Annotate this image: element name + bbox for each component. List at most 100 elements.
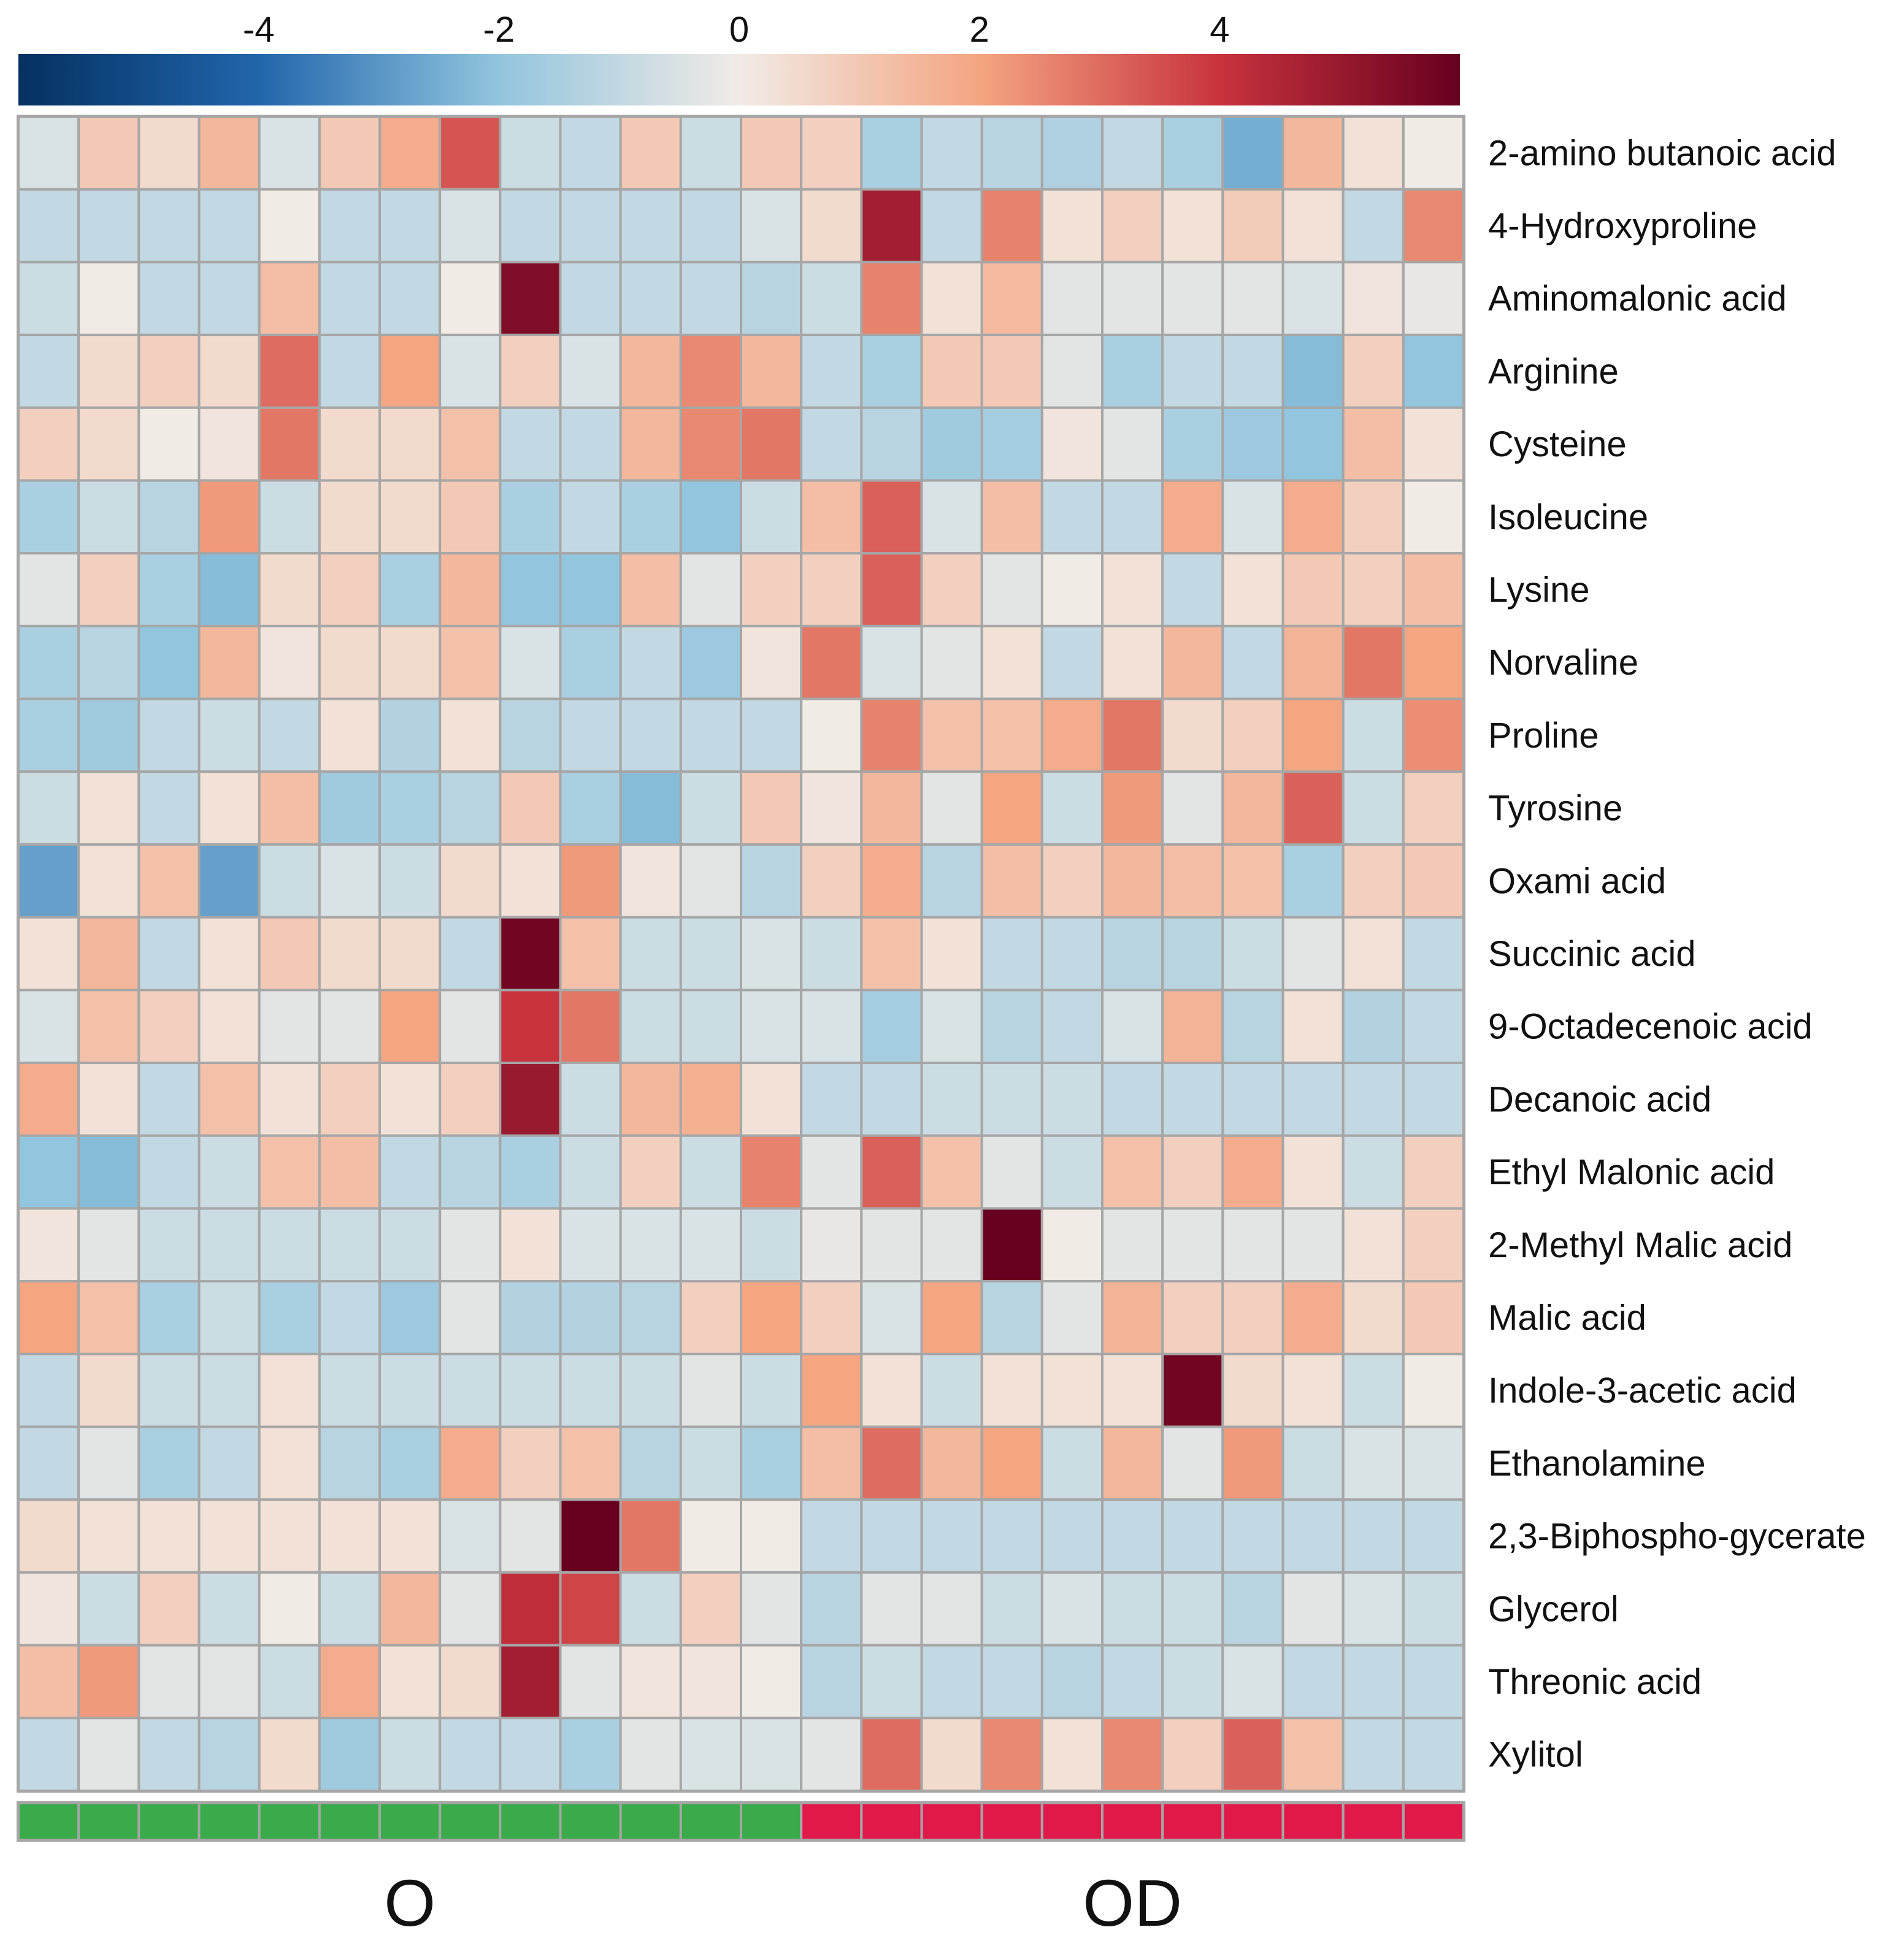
heatmap-cell bbox=[740, 1717, 803, 1793]
heatmap-cell bbox=[1402, 115, 1465, 191]
heatmap-cell bbox=[137, 1062, 201, 1137]
heatmap-cell bbox=[439, 1644, 502, 1720]
heatmap-cell bbox=[378, 1571, 442, 1647]
heatmap-cell bbox=[980, 1644, 1043, 1720]
heatmap-cell bbox=[740, 1207, 803, 1283]
group-bar-cell bbox=[1221, 1802, 1284, 1841]
heatmap-cell bbox=[860, 916, 923, 992]
heatmap-cell bbox=[1342, 188, 1405, 264]
heatmap-cell bbox=[198, 1425, 261, 1501]
row-label: Proline bbox=[1488, 716, 1599, 756]
heatmap-cell bbox=[1101, 479, 1164, 555]
heatmap-cell bbox=[1161, 1207, 1224, 1283]
heatmap-cell bbox=[77, 406, 140, 482]
heatmap-cell bbox=[1161, 770, 1224, 846]
heatmap-cell bbox=[137, 770, 201, 846]
heatmap-cell bbox=[439, 1498, 502, 1574]
heatmap-cell bbox=[1161, 1425, 1224, 1501]
heatmap-cell bbox=[920, 1062, 983, 1137]
heatmap-cell bbox=[77, 1062, 140, 1137]
heatmap-cell bbox=[1040, 1207, 1104, 1283]
heatmap-cell bbox=[1101, 1062, 1164, 1137]
heatmap-cell bbox=[198, 115, 261, 191]
heatmap-cell bbox=[1221, 1498, 1284, 1574]
heatmap-cell bbox=[318, 188, 382, 264]
heatmap-cell bbox=[559, 1062, 622, 1137]
heatmap-cell bbox=[740, 916, 803, 992]
heatmap-cell bbox=[499, 1062, 562, 1137]
heatmap-cell bbox=[559, 916, 622, 992]
heatmap-cell bbox=[1281, 115, 1345, 191]
heatmap-cell bbox=[920, 1134, 983, 1210]
heatmap-cell bbox=[198, 188, 261, 264]
heatmap-cell bbox=[1402, 1207, 1465, 1283]
heatmap-cell bbox=[980, 1498, 1043, 1574]
heatmap-cell bbox=[1342, 1134, 1405, 1210]
heatmap-cell bbox=[198, 479, 261, 555]
heatmap-cell bbox=[860, 1134, 923, 1210]
heatmap-cell bbox=[258, 261, 321, 337]
row-label: Norvaline bbox=[1488, 643, 1638, 683]
row-label: Tyrosine bbox=[1488, 789, 1622, 829]
heatmap-cell bbox=[198, 552, 261, 627]
heatmap-cell bbox=[318, 261, 382, 337]
heatmap-cell bbox=[1040, 843, 1104, 919]
heatmap-cell bbox=[1402, 1571, 1465, 1647]
heatmap-cell bbox=[920, 406, 983, 482]
heatmap-cell bbox=[1040, 1644, 1104, 1720]
heatmap-cell bbox=[318, 1717, 382, 1793]
heatmap-cell bbox=[17, 1425, 80, 1501]
row-label: Isoleucine bbox=[1488, 497, 1648, 537]
heatmap-cell bbox=[920, 770, 983, 846]
heatmap-cell bbox=[1402, 916, 1465, 992]
heatmap-cell bbox=[920, 1352, 983, 1428]
heatmap-cell bbox=[1281, 1134, 1345, 1210]
heatmap-cell bbox=[439, 1062, 502, 1137]
heatmap-cell bbox=[1221, 1280, 1284, 1355]
heatmap-cell bbox=[378, 1498, 442, 1574]
heatmap-cell bbox=[619, 1644, 682, 1720]
heatmap-cell bbox=[1281, 552, 1345, 627]
heatmap-cell bbox=[920, 697, 983, 773]
heatmap-cell bbox=[1221, 115, 1284, 191]
heatmap-cell bbox=[378, 1717, 442, 1793]
heatmap-cell bbox=[860, 552, 923, 627]
heatmap-cell bbox=[499, 1571, 562, 1647]
heatmap-cell bbox=[17, 916, 80, 992]
heatmap-cell bbox=[77, 1352, 140, 1428]
heatmap-cell bbox=[800, 188, 863, 264]
heatmap-cell bbox=[1402, 1062, 1465, 1137]
heatmap-cell bbox=[679, 989, 742, 1065]
heatmap-cells bbox=[17, 115, 1465, 1793]
heatmap-cell bbox=[1342, 1571, 1405, 1647]
heatmap-cell bbox=[1221, 1644, 1284, 1720]
heatmap-cell bbox=[198, 1352, 261, 1428]
heatmap-cell bbox=[1221, 479, 1284, 555]
heatmap-cell bbox=[77, 188, 140, 264]
group-bar-cell bbox=[800, 1802, 863, 1841]
heatmap-cell bbox=[1040, 1425, 1104, 1501]
heatmap-cell bbox=[439, 1352, 502, 1428]
heatmap-cell bbox=[198, 770, 261, 846]
heatmap-cell bbox=[439, 1207, 502, 1283]
heatmap-cell bbox=[499, 406, 562, 482]
heatmap-cell bbox=[1281, 1644, 1345, 1720]
heatmap-cell bbox=[1281, 989, 1345, 1065]
heatmap-cell bbox=[1101, 1571, 1164, 1647]
heatmap-cell bbox=[920, 1498, 983, 1574]
heatmap-cell bbox=[679, 1425, 742, 1501]
heatmap-cell bbox=[619, 334, 682, 409]
heatmap-cell bbox=[137, 916, 201, 992]
heatmap-cell bbox=[1221, 261, 1284, 337]
heatmap-cell bbox=[559, 989, 622, 1065]
heatmap-cell bbox=[137, 188, 201, 264]
heatmap-cell bbox=[1402, 479, 1465, 555]
heatmap-cell bbox=[1221, 1571, 1284, 1647]
heatmap-cell bbox=[318, 334, 382, 409]
heatmap-cell bbox=[679, 1498, 742, 1574]
heatmap-cell bbox=[980, 697, 1043, 773]
group-bar-cell bbox=[318, 1802, 382, 1841]
heatmap-cell bbox=[1402, 1425, 1465, 1501]
heatmap-cell bbox=[559, 770, 622, 846]
